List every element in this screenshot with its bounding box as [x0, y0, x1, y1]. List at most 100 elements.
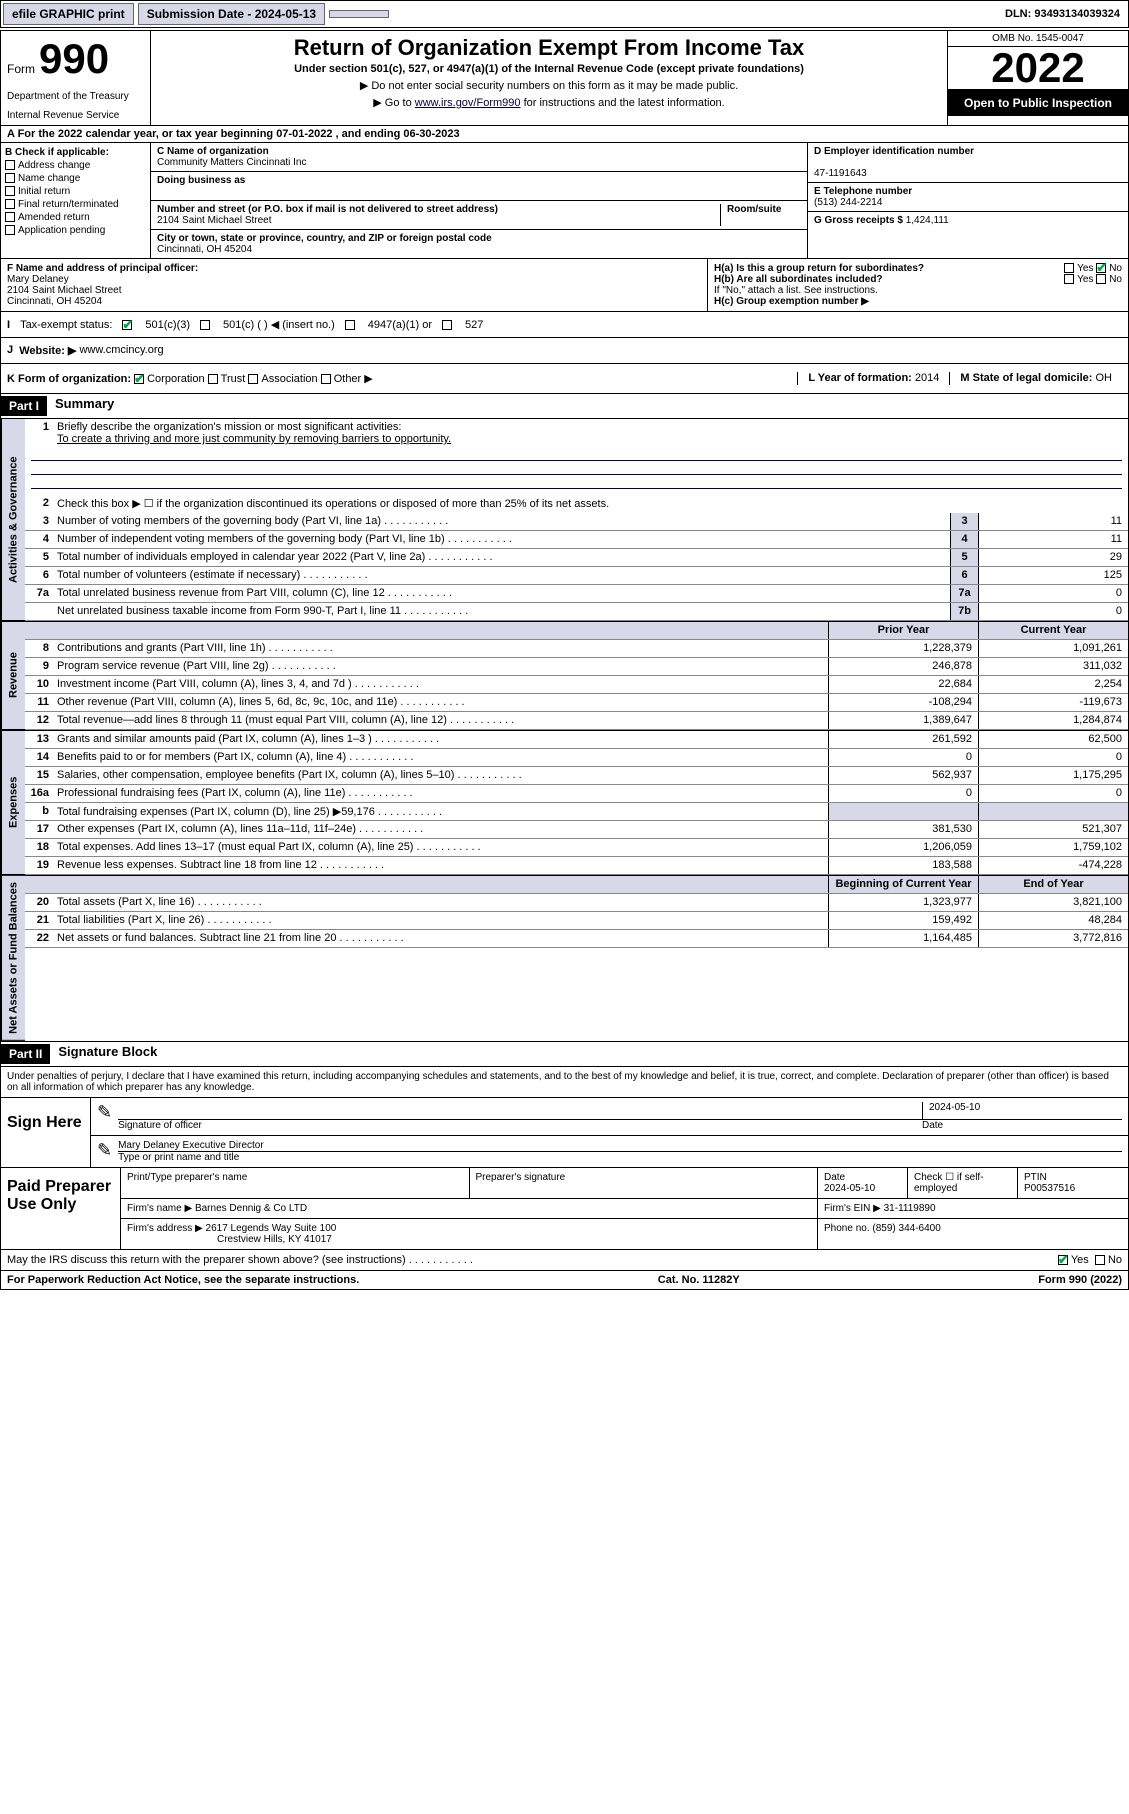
discuss-yes-check[interactable] — [1058, 1255, 1068, 1265]
blank-button[interactable] — [329, 10, 389, 18]
domicile-value: OH — [1096, 372, 1113, 384]
mission-text: To create a thriving and more just commu… — [57, 433, 451, 445]
summary-line: Net unrelated business taxable income fr… — [25, 603, 1128, 621]
q2-text: Check this box ▶ ☐ if the organization d… — [53, 495, 1128, 513]
chk-address-change[interactable]: Address change — [5, 160, 146, 171]
irs-text: Internal Revenue Service — [7, 110, 144, 121]
prep-date: 2024-05-10 — [824, 1183, 875, 1194]
prep-sig-col: Preparer's signature — [470, 1168, 819, 1198]
form-number-footer: Form 990 (2022) — [1038, 1274, 1122, 1286]
hb-note: If "No," attach a list. See instructions… — [714, 285, 1122, 296]
firm-name: Barnes Dennig & Co LTD — [195, 1203, 307, 1214]
summary-line: bTotal fundraising expenses (Part IX, co… — [25, 803, 1128, 821]
telephone-value: (513) 244-2214 — [814, 197, 882, 208]
begin-year-header: Beginning of Current Year — [828, 876, 978, 893]
chk-527[interactable] — [442, 320, 452, 330]
summary-line: 16aProfessional fundraising fees (Part I… — [25, 785, 1128, 803]
firm-addr1: 2617 Legends Way Suite 100 — [206, 1223, 337, 1234]
checkbox-column-b: B Check if applicable: Address change Na… — [1, 143, 151, 258]
street-value: 2104 Saint Michael Street — [157, 215, 272, 226]
room-label: Room/suite — [727, 204, 781, 215]
form-subtitle: Under section 501(c), 527, or 4947(a)(1)… — [157, 63, 941, 75]
org-name: Community Matters Cincinnati Inc — [157, 157, 307, 168]
summary-line: 20Total assets (Part X, line 16)1,323,97… — [25, 894, 1128, 912]
ptin-value: P00537516 — [1024, 1183, 1075, 1194]
chk-4947[interactable] — [345, 320, 355, 330]
signature-declaration: Under penalties of perjury, I declare th… — [1, 1067, 1128, 1098]
firm-name-label: Firm's name ▶ — [127, 1203, 192, 1214]
chk-final-return[interactable]: Final return/terminated — [5, 199, 146, 210]
year-formation-value: 2014 — [915, 372, 939, 384]
summary-line: 21Total liabilities (Part X, line 26)159… — [25, 912, 1128, 930]
part-i-header: Part I — [1, 396, 47, 416]
chk-application-pending[interactable]: Application pending — [5, 225, 146, 236]
summary-line: 14Benefits paid to or for members (Part … — [25, 749, 1128, 767]
city-label: City or town, state or province, country… — [157, 233, 492, 244]
chk-amended-return[interactable]: Amended return — [5, 212, 146, 223]
form-990-document: Form 990 Department of the Treasury Inte… — [0, 30, 1129, 1290]
k-label: K Form of organization: — [7, 373, 131, 385]
irs-link[interactable]: www.irs.gov/Form990 — [415, 97, 521, 109]
officer-group-row: F Name and address of principal officer:… — [1, 259, 1128, 312]
submission-date-button[interactable]: Submission Date - 2024-05-13 — [138, 3, 325, 25]
discuss-no-check[interactable] — [1095, 1255, 1105, 1265]
chk-name-change[interactable]: Name change — [5, 173, 146, 184]
self-employed-check[interactable]: Check ☐ if self-employed — [908, 1168, 1018, 1198]
city-value: Cincinnati, OH 45204 — [157, 244, 252, 255]
form-header: Form 990 Department of the Treasury Inte… — [1, 31, 1128, 126]
officer-addr2: Cincinnati, OH 45204 — [7, 296, 102, 307]
officer-label: F Name and address of principal officer: — [7, 263, 198, 274]
open-public-badge: Open to Public Inspection — [948, 90, 1128, 116]
summary-line: 13Grants and similar amounts paid (Part … — [25, 731, 1128, 749]
chk-501c[interactable] — [200, 320, 210, 330]
domicile-label: M State of legal domicile: — [960, 372, 1092, 384]
paperwork-notice: For Paperwork Reduction Act Notice, see … — [7, 1274, 359, 1286]
sig-name: Mary Delaney Executive Director — [118, 1140, 1122, 1152]
footer: For Paperwork Reduction Act Notice, see … — [1, 1271, 1128, 1289]
hb-label: H(b) Are all subordinates included? — [714, 274, 883, 285]
cat-number: Cat. No. 11282Y — [359, 1274, 1038, 1286]
chk-association[interactable] — [248, 374, 258, 384]
part-ii-title: Signature Block — [50, 1044, 157, 1064]
vtab-net-assets: Net Assets or Fund Balances — [1, 876, 25, 1041]
website-note: ▶ Go to www.irs.gov/Form990 for instruct… — [157, 96, 941, 109]
ssn-note: ▶ Do not enter social security numbers o… — [157, 79, 941, 92]
summary-line: 19Revenue less expenses. Subtract line 1… — [25, 857, 1128, 875]
sig-date: 2024-05-10 — [922, 1102, 1122, 1119]
org-name-label: C Name of organization — [157, 146, 269, 157]
tax-exempt-row: I Tax-exempt status: 501(c)(3) 501(c) ( … — [1, 312, 1128, 338]
chk-trust[interactable] — [208, 374, 218, 384]
firm-addr-label: Firm's address ▶ — [127, 1223, 203, 1234]
right-info-column: D Employer identification number 47-1191… — [808, 143, 1128, 258]
dba-label: Doing business as — [157, 175, 245, 186]
identity-section: B Check if applicable: Address change Na… — [1, 143, 1128, 259]
efile-print-button[interactable]: efile GRAPHIC print — [3, 3, 134, 25]
firm-ein-label: Firm's EIN ▶ — [824, 1203, 881, 1214]
tax-exempt-label: Tax-exempt status: — [20, 319, 112, 331]
org-info-column: C Name of organization Community Matters… — [151, 143, 808, 258]
vtab-governance: Activities & Governance — [1, 419, 25, 621]
chk-corporation[interactable] — [134, 374, 144, 384]
firm-ein: 31-1119890 — [884, 1203, 936, 1214]
summary-line: 5Total number of individuals employed in… — [25, 549, 1128, 567]
summary-line: 10Investment income (Part VIII, column (… — [25, 676, 1128, 694]
vtab-expenses: Expenses — [1, 731, 25, 875]
ein-value: 47-1191643 — [814, 168, 867, 179]
chk-501c3[interactable] — [122, 320, 132, 330]
prior-year-header: Prior Year — [828, 622, 978, 639]
sig-name-label: Type or print name and title — [118, 1152, 1122, 1163]
vtab-revenue: Revenue — [1, 622, 25, 730]
gross-receipts-label: G Gross receipts $ — [814, 215, 903, 226]
sign-here-label: Sign Here — [1, 1098, 91, 1167]
paid-preparer-block: Paid Preparer Use Only Print/Type prepar… — [1, 1168, 1128, 1250]
street-label: Number and street (or P.O. box if mail i… — [157, 204, 498, 215]
summary-line: 9Program service revenue (Part VIII, lin… — [25, 658, 1128, 676]
sig-officer-label: Signature of officer — [118, 1120, 922, 1131]
summary-line: 22Net assets or fund balances. Subtract … — [25, 930, 1128, 948]
ha-label: H(a) Is this a group return for subordin… — [714, 263, 924, 274]
summary-line: 3Number of voting members of the governi… — [25, 513, 1128, 531]
chk-initial-return[interactable]: Initial return — [5, 186, 146, 197]
dln-text: DLN: 93493134039324 — [1005, 8, 1126, 20]
summary-line: 4Number of independent voting members of… — [25, 531, 1128, 549]
chk-other[interactable] — [321, 374, 331, 384]
